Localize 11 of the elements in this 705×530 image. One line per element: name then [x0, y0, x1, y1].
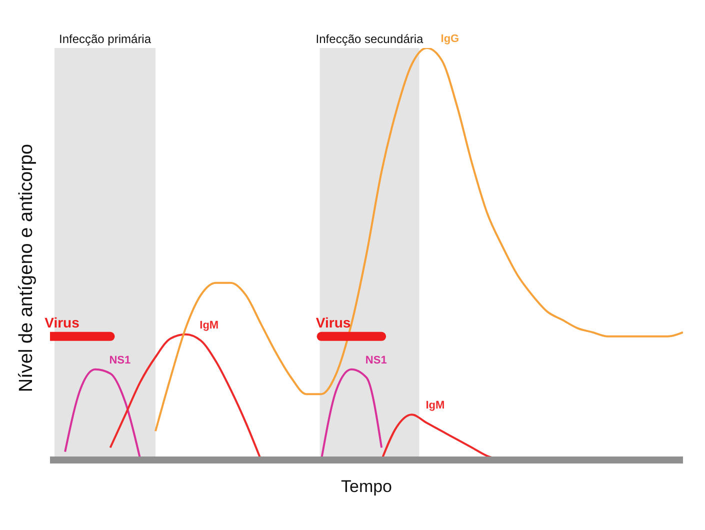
x-axis-title: Tempo	[340, 477, 392, 496]
series-label: NS1	[109, 354, 131, 366]
series-label: Virus	[316, 314, 351, 330]
y-axis-title: Nível de antígeno e anticorpo	[16, 144, 37, 392]
text: Infecção primária	[58, 32, 152, 46]
series-label: IgM	[426, 400, 445, 412]
series-label: NS1	[365, 354, 387, 366]
series-label: IgM	[200, 319, 219, 332]
series-label: IgG	[440, 33, 460, 45]
series-label: Virus	[44, 314, 80, 330]
text: Infecção secundária	[316, 32, 424, 46]
